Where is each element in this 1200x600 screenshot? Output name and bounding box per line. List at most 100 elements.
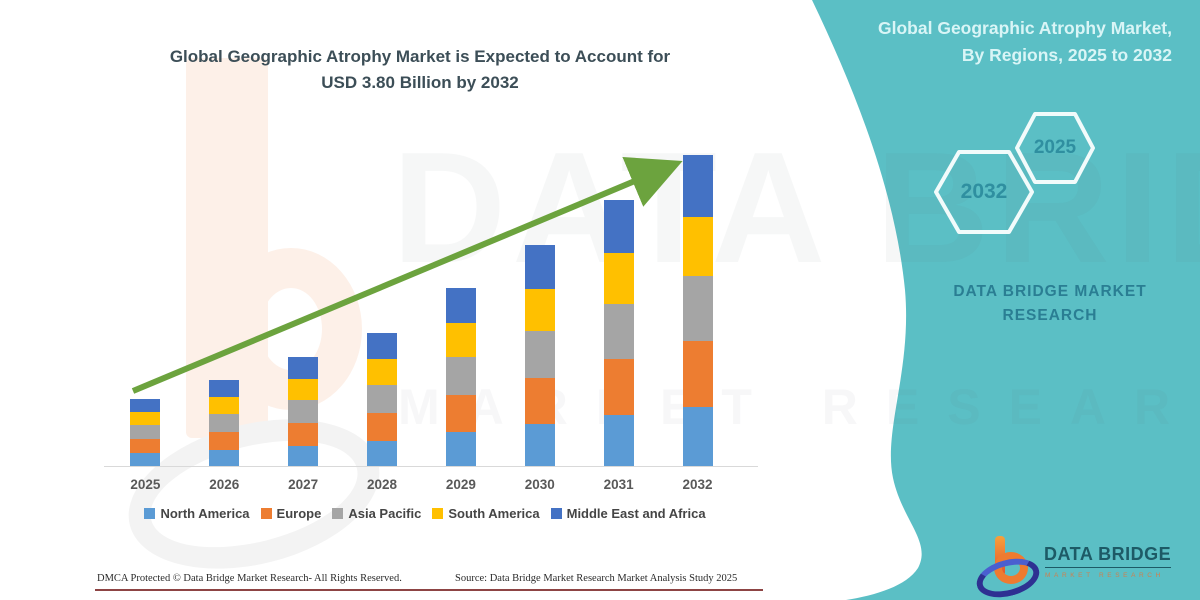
bar-segment-europe bbox=[603, 359, 634, 416]
legend-swatch-icon bbox=[432, 508, 444, 519]
bar-segment-middle-east-and-africa bbox=[682, 154, 713, 217]
x-axis-label: 2027 bbox=[288, 477, 319, 492]
hexagon-outline-icon bbox=[1015, 112, 1095, 184]
hexagon-outline-icon bbox=[934, 150, 1034, 234]
bar-column-2026 bbox=[185, 154, 264, 466]
bar-segment-asia-pacific bbox=[524, 330, 555, 378]
bar-stack bbox=[524, 244, 555, 466]
bar-segment-north-america bbox=[524, 424, 555, 466]
bar-segment-middle-east-and-africa bbox=[603, 199, 634, 253]
bar-segment-south-america bbox=[524, 289, 555, 331]
panel-brand-line1: DATA BRIDGE MARKET bbox=[953, 283, 1147, 300]
logo-subtitle: MARKET RESEARCH bbox=[1045, 572, 1164, 579]
bar-stack bbox=[209, 380, 240, 466]
bar-segment-asia-pacific bbox=[682, 275, 713, 342]
panel-title: Global Geographic Atrophy Market, By Reg… bbox=[802, 15, 1172, 69]
x-axis-label: 2028 bbox=[367, 477, 398, 492]
legend-item-north-america: North America bbox=[144, 506, 250, 521]
teal-panel-shape bbox=[812, 0, 1200, 600]
bar-segment-europe bbox=[445, 394, 476, 433]
x-axis-label: 2031 bbox=[603, 477, 634, 492]
bar-segment-south-america bbox=[445, 323, 476, 358]
hexagon-2025-label: 2025 bbox=[1033, 137, 1077, 158]
bar-column-2025 bbox=[106, 154, 185, 466]
bar-column-2031 bbox=[579, 154, 658, 466]
bar-stack bbox=[130, 398, 161, 466]
x-axis-label: 2025 bbox=[130, 477, 161, 492]
bar-segment-europe bbox=[524, 377, 555, 425]
bar-segment-middle-east-and-africa bbox=[209, 380, 240, 398]
logo-wordmark: DATA BRIDGE bbox=[1044, 544, 1172, 564]
bar-segment-europe bbox=[682, 341, 713, 407]
bar-stack bbox=[367, 333, 398, 466]
legend-swatch-icon bbox=[260, 508, 272, 519]
bar-segment-europe bbox=[130, 439, 161, 453]
legend-label: Middle East and Africa bbox=[566, 506, 706, 521]
stacked-bar-chart bbox=[106, 154, 737, 466]
logo-swoosh-shape bbox=[972, 552, 1044, 600]
bar-segment-asia-pacific bbox=[367, 384, 398, 413]
logo-bowl-shape bbox=[994, 552, 1028, 584]
bar-segment-north-america bbox=[209, 449, 240, 466]
bar-segment-europe bbox=[288, 422, 319, 446]
legend-item-europe: Europe bbox=[260, 506, 321, 521]
chart-title: Global Geographic Atrophy Market is Expe… bbox=[100, 44, 740, 97]
bar-segment-asia-pacific bbox=[445, 357, 476, 395]
legend-item-asia-pacific: Asia Pacific bbox=[332, 506, 421, 521]
bar-segment-north-america bbox=[130, 452, 161, 466]
panel-brand-line2: RESEARCH bbox=[1002, 307, 1098, 325]
bar-stack bbox=[288, 356, 319, 466]
bar-segment-asia-pacific bbox=[288, 399, 319, 423]
chart-title-line2: USD 3.80 Billion by 2032 bbox=[321, 73, 519, 93]
bar-segment-north-america bbox=[445, 432, 476, 466]
bar-segment-middle-east-and-africa bbox=[130, 398, 161, 413]
bar-column-2027 bbox=[264, 154, 343, 466]
bar-segment-middle-east-and-africa bbox=[288, 356, 319, 379]
panel-title-line2: By Regions, 2025 to 2032 bbox=[961, 45, 1172, 66]
bar-column-2032 bbox=[658, 154, 737, 466]
x-axis-label: 2026 bbox=[209, 477, 240, 492]
legend-item-south-america: South America bbox=[432, 506, 540, 521]
legend-label: South America bbox=[448, 506, 540, 521]
bar-segment-south-america bbox=[603, 252, 634, 304]
panel-brand-text: DATA BRIDGE MARKET RESEARCH bbox=[925, 280, 1175, 328]
bar-segment-middle-east-and-africa bbox=[524, 244, 555, 290]
hexagon-2025: 2025 bbox=[1014, 112, 1096, 184]
x-axis-label: 2029 bbox=[445, 477, 476, 492]
source-note: Source: Data Bridge Market Research Mark… bbox=[455, 573, 738, 584]
hexagon-2032-label: 2032 bbox=[960, 180, 1008, 203]
x-axis-label: 2032 bbox=[682, 477, 713, 492]
bar-segment-south-america bbox=[367, 359, 398, 385]
company-logo: DATA BRIDGE MARKET RESEARCH bbox=[972, 536, 1192, 600]
dmca-notice: DMCA Protected © Data Bridge Market Rese… bbox=[97, 573, 402, 584]
legend-swatch-icon bbox=[144, 508, 156, 519]
bar-segment-south-america bbox=[288, 379, 319, 400]
x-axis-line bbox=[104, 466, 758, 467]
bar-segment-north-america bbox=[682, 407, 713, 466]
bar-segment-north-america bbox=[603, 415, 634, 466]
legend-label: North America bbox=[160, 506, 250, 521]
x-axis-labels: 2025 2026 2027 2028 2029 2030 2031 2032 bbox=[106, 477, 737, 492]
bar-stack bbox=[603, 199, 634, 466]
bar-segment-south-america bbox=[682, 216, 713, 276]
legend-swatch-icon bbox=[332, 508, 344, 519]
bar-segment-asia-pacific bbox=[603, 303, 634, 360]
databridge-b-icon bbox=[972, 536, 1044, 600]
panel-title-line1: Global Geographic Atrophy Market, bbox=[878, 18, 1172, 38]
bar-segment-europe bbox=[367, 412, 398, 441]
hexagon-2032: 2032 bbox=[933, 150, 1035, 234]
bar-column-2028 bbox=[343, 154, 422, 466]
x-axis-label: 2030 bbox=[524, 477, 555, 492]
chart-legend: North America Europe Asia Pacific South Ame… bbox=[85, 506, 765, 521]
bar-segment-south-america bbox=[209, 397, 240, 414]
legend-swatch-icon bbox=[550, 508, 562, 519]
bar-segment-europe bbox=[209, 431, 240, 450]
bar-column-2029 bbox=[422, 154, 501, 466]
bar-segment-middle-east-and-africa bbox=[367, 333, 398, 360]
legend-label: Asia Pacific bbox=[348, 506, 422, 521]
bar-stack bbox=[445, 288, 476, 466]
bar-segment-asia-pacific bbox=[130, 425, 161, 440]
bar-segment-south-america bbox=[130, 412, 161, 426]
